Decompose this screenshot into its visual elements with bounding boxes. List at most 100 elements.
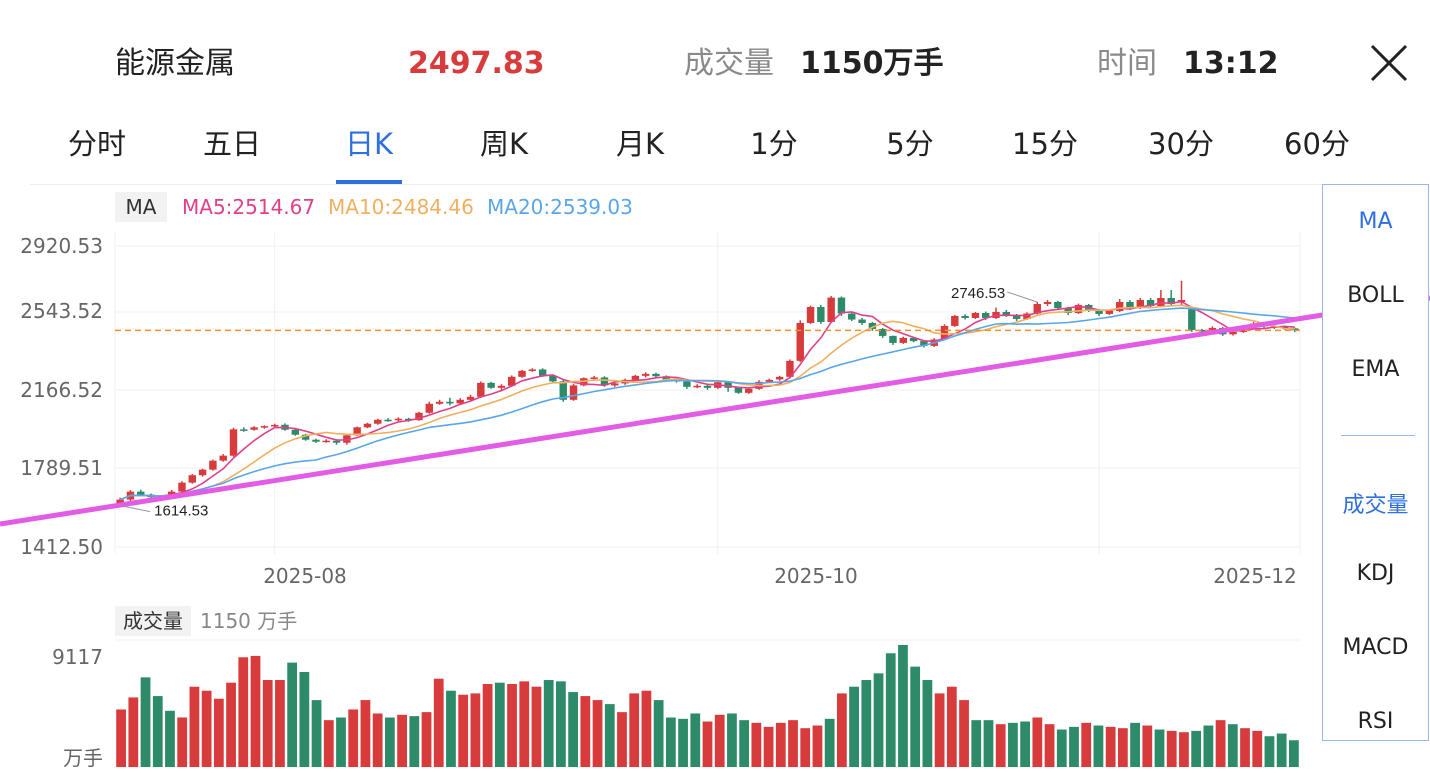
volume-bar — [213, 698, 224, 767]
volume-bar — [1276, 733, 1287, 767]
candle-body — [775, 376, 784, 380]
volume-bar — [739, 720, 750, 767]
panel-divider — [1341, 435, 1415, 436]
volume-bar — [898, 645, 908, 767]
close-button[interactable] — [1366, 40, 1412, 86]
candle-body — [683, 381, 691, 387]
candle-body — [971, 312, 980, 318]
candle-body — [497, 385, 506, 388]
indicator-macd[interactable]: MACD — [1342, 635, 1409, 660]
candle-body — [1229, 331, 1237, 335]
candle-body — [219, 455, 227, 461]
volume-bar — [849, 686, 859, 767]
candle-body — [229, 429, 238, 456]
indicator-ema[interactable]: EMA — [1351, 357, 1400, 382]
candle-body — [817, 306, 825, 322]
volume-bar — [543, 680, 554, 767]
volume-bar — [482, 684, 493, 767]
volume-bar — [788, 720, 798, 767]
indicator-rsi[interactable]: RSI — [1357, 709, 1394, 734]
volume-bar — [323, 720, 334, 767]
indicator-boll[interactable]: BOLL — [1347, 283, 1404, 308]
indicator-kdj[interactable]: KDJ — [1356, 561, 1395, 586]
volume-bar — [1203, 725, 1214, 767]
tab-60min[interactable]: 60分 — [1284, 127, 1350, 161]
volume-bar — [1056, 729, 1067, 767]
volume-bar — [1227, 724, 1238, 767]
kline-chart[interactable]: 2746.53 1614.53 — [0, 0, 1322, 773]
indicator-volume[interactable]: 成交量 — [1342, 493, 1409, 518]
candle-body — [951, 315, 959, 326]
volume-bar — [1179, 732, 1189, 767]
candle-body — [271, 424, 279, 427]
candle-body — [1188, 307, 1196, 330]
volume-bar — [568, 692, 579, 767]
volume-bar — [152, 696, 163, 767]
volume-bar — [384, 717, 395, 767]
volume-bar — [189, 686, 200, 767]
volume-label: 成交量 — [684, 46, 774, 81]
candle-body — [332, 440, 341, 443]
volume-bar — [1154, 729, 1165, 767]
volume-legend-title: 成交量 — [115, 606, 191, 636]
volume-bar — [922, 680, 933, 767]
candle-body — [363, 423, 372, 428]
candle-body — [765, 379, 774, 382]
tab-30min[interactable]: 30分 — [1148, 127, 1214, 161]
min-price-label: 1614.53 — [154, 503, 208, 520]
volume-bar — [446, 690, 456, 767]
close-icon[interactable] — [1366, 40, 1412, 86]
time-label: 时间 — [1097, 46, 1157, 81]
tab-intraday[interactable]: 分时 — [67, 127, 127, 161]
candle-body — [322, 440, 330, 443]
volume-bar — [519, 681, 530, 767]
volume-bar — [604, 704, 615, 767]
volume-bar — [421, 712, 432, 767]
tab-monthly-k[interactable]: 月K — [615, 127, 665, 161]
volume-unit-label: 万手 — [63, 746, 103, 770]
candle-body — [1249, 323, 1258, 327]
volume-bar — [1008, 722, 1018, 767]
time-value: 13:12 — [1183, 46, 1279, 81]
volume-bar — [372, 713, 383, 767]
candle-body — [611, 383, 619, 386]
volume-bar — [140, 677, 151, 767]
tab-weekly-k[interactable]: 周K — [479, 127, 529, 161]
candle-body — [590, 377, 598, 379]
volume-bar — [653, 700, 664, 767]
x-tick-label: 2025-08 — [263, 564, 347, 588]
volume-bar — [592, 700, 603, 767]
volume-bar — [470, 693, 481, 767]
indicator-ma[interactable]: MA — [1358, 209, 1393, 234]
volume-bar — [665, 717, 676, 767]
volume-bar — [116, 709, 126, 767]
volume-bar — [1020, 721, 1031, 767]
candle-body — [209, 460, 217, 470]
candle-body — [198, 469, 207, 476]
tab-1min[interactable]: 1分 — [750, 127, 798, 161]
volume-bar — [751, 722, 762, 767]
volume-bar — [885, 653, 896, 767]
candle-body — [827, 297, 835, 322]
volume-bar — [238, 657, 249, 767]
volume-bar — [1093, 725, 1104, 767]
candle-body — [240, 429, 248, 431]
ma-lines — [119, 300, 1295, 501]
candle-body — [394, 418, 403, 421]
volume-bar — [275, 680, 285, 767]
legend-ma10: MA10:2484.46 — [328, 195, 474, 219]
candle-body — [116, 499, 124, 504]
candle-body — [477, 382, 485, 397]
tab-5min[interactable]: 5分 — [886, 127, 934, 161]
tab-15min[interactable]: 15分 — [1012, 127, 1078, 161]
volume-bar — [763, 726, 774, 767]
volume-bar — [507, 684, 517, 767]
candle-body — [899, 337, 907, 343]
y-tick-label: 1412.50 — [20, 535, 103, 559]
candle-body — [703, 385, 712, 388]
candle-body — [1043, 301, 1052, 304]
tab-five-day[interactable]: 五日 — [202, 127, 262, 161]
tab-daily-k[interactable]: 日K — [344, 127, 394, 161]
volume-bar — [336, 717, 346, 767]
overlay: 2746.53 1614.53 — [115, 285, 1300, 520]
